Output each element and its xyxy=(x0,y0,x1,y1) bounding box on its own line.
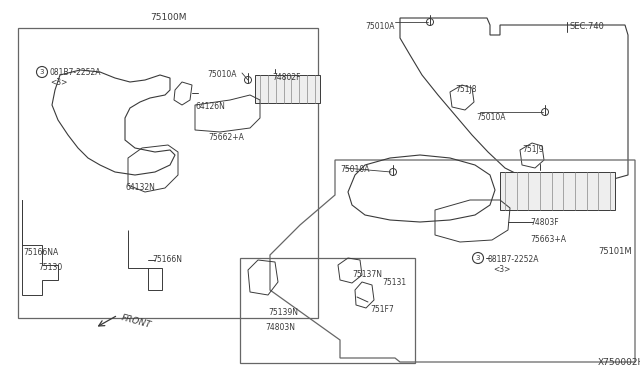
Text: 74802F: 74802F xyxy=(272,73,301,82)
Bar xyxy=(255,75,320,103)
Text: 751J8: 751J8 xyxy=(455,85,477,94)
Text: 751J9: 751J9 xyxy=(522,145,543,154)
Text: 75130: 75130 xyxy=(38,263,62,272)
Bar xyxy=(500,172,615,210)
Text: 081B7-2252A: 081B7-2252A xyxy=(488,255,540,264)
Text: 75662+A: 75662+A xyxy=(208,133,244,142)
Text: 75100M: 75100M xyxy=(150,13,186,22)
Text: X750002H: X750002H xyxy=(598,358,640,367)
Bar xyxy=(18,28,318,318)
Text: <3>: <3> xyxy=(50,78,67,87)
Text: 75010A: 75010A xyxy=(340,165,369,174)
Text: 75663+A: 75663+A xyxy=(530,235,566,244)
Text: 751F7: 751F7 xyxy=(370,305,394,314)
Text: FRONT: FRONT xyxy=(120,313,152,330)
Text: 75139N: 75139N xyxy=(268,308,298,317)
Text: 081B7-2252A: 081B7-2252A xyxy=(50,68,102,77)
Text: 3: 3 xyxy=(40,69,44,75)
Text: 74803N: 74803N xyxy=(265,323,295,332)
Text: 75166N: 75166N xyxy=(152,255,182,264)
Text: SEC.740: SEC.740 xyxy=(570,22,605,31)
Text: 64126N: 64126N xyxy=(195,102,225,111)
Text: 75010A: 75010A xyxy=(207,70,237,79)
Text: 64132N: 64132N xyxy=(125,183,155,192)
Text: 75101M: 75101M xyxy=(598,247,632,256)
Text: 75137N: 75137N xyxy=(352,270,382,279)
Bar xyxy=(240,258,415,363)
Text: 75010A: 75010A xyxy=(476,113,506,122)
Text: 75131: 75131 xyxy=(382,278,406,287)
Text: 3: 3 xyxy=(476,255,480,261)
Text: <3>: <3> xyxy=(493,265,510,274)
Text: 74803F: 74803F xyxy=(530,218,559,227)
Text: 75166NA: 75166NA xyxy=(23,248,58,257)
Text: 75010A: 75010A xyxy=(365,22,394,31)
